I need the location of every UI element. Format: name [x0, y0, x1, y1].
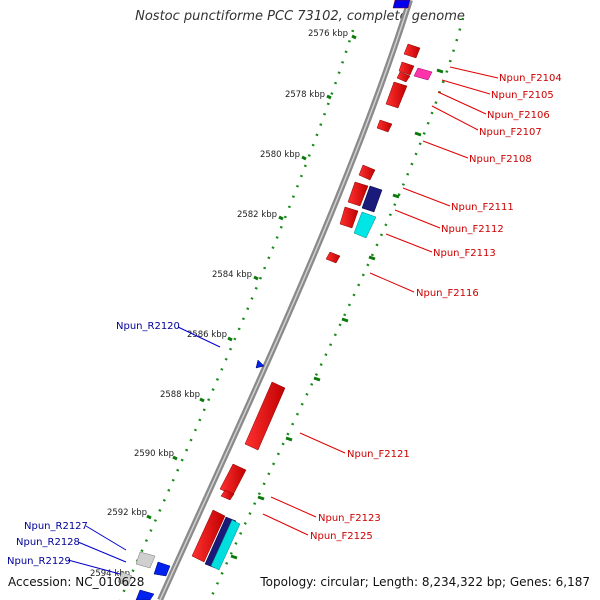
map-title: Nostoc punctiforme PCC 73102, complete g…: [135, 9, 465, 24]
kbp-label: 2586 kbp: [187, 330, 227, 340]
leader-line: [402, 187, 451, 207]
gene-label-forward: Npun_F2125: [310, 531, 373, 542]
gene-label-reverse: Npun_R2127: [24, 521, 88, 532]
leader-line: [177, 326, 221, 348]
forward-gene: [219, 463, 247, 496]
leader-line: [422, 140, 469, 159]
reverse-gene: [255, 359, 265, 369]
reverse-gene: [153, 561, 171, 577]
major-tick: [392, 193, 400, 199]
inner-scale-ring: [118, 29, 355, 600]
leader-line: [385, 233, 433, 253]
major-tick: [257, 495, 265, 501]
major-tick: [227, 336, 233, 342]
major-tick: [172, 455, 178, 461]
forward-gene: [376, 119, 393, 133]
gene-label-reverse: Npun_R2129: [7, 556, 71, 567]
major-tick: [326, 94, 332, 100]
major-tick: [368, 255, 376, 261]
major-tick: [253, 275, 259, 281]
gene-label-forward: Npun_F2111: [451, 202, 514, 213]
forward-gene: [392, 0, 411, 9]
forward-gene-navy: [361, 185, 383, 213]
gene-label-forward: Npun_F2106: [487, 110, 550, 121]
gene-label-forward: Npun_F2112: [441, 224, 504, 235]
gene-label-forward: Npun_F2113: [433, 248, 496, 259]
major-tick: [199, 397, 205, 403]
outer-scale-ring: [208, 17, 465, 600]
forward-gene: [398, 61, 415, 76]
forward-gene: [339, 206, 359, 229]
leader-line: [431, 105, 479, 131]
kbp-label: 2580 kbp: [260, 150, 300, 160]
forward-gene-cyan: [210, 519, 241, 571]
forward-gene: [385, 81, 408, 109]
gene-label-reverse: Npun_R2128: [16, 537, 80, 548]
forward-gene: [191, 509, 226, 563]
major-tick: [285, 436, 293, 442]
gene-label-forward: Npun_F2121: [347, 449, 410, 460]
forward-gene-pink: [413, 67, 433, 81]
leader-line: [437, 91, 487, 115]
leader-line: [67, 559, 121, 575]
leader-line: [441, 79, 491, 95]
accession-text: Accession: NC_010628: [8, 575, 145, 589]
forward-gene: [347, 181, 369, 207]
major-tick: [341, 317, 349, 323]
forward-gene: [396, 71, 411, 83]
gene-label-forward: Npun_F2104: [499, 73, 562, 84]
kbp-label: 2578 kbp: [285, 90, 325, 100]
kbp-label: 2594 kbp: [90, 569, 130, 579]
kbp-label: 2582 kbp: [237, 210, 277, 220]
major-tick: [278, 215, 284, 221]
gene-label-forward: Npun_F2108: [469, 154, 532, 165]
leader-line: [449, 66, 499, 79]
major-tick: [436, 68, 444, 74]
forward-gene: [325, 251, 341, 264]
gene-label-forward: Npun_F2105: [491, 90, 554, 101]
major-tick: [301, 155, 307, 161]
kbp-label: 2588 kbp: [160, 390, 200, 400]
leader-line: [85, 525, 127, 551]
gene-label-reverse: Npun_R2120: [116, 321, 180, 332]
kbp-label: 2576 kbp: [308, 29, 348, 39]
major-tick: [146, 514, 152, 520]
leader-line: [369, 272, 415, 293]
forward-gene: [358, 164, 376, 181]
major-tick: [313, 376, 321, 382]
major-tick: [230, 554, 238, 560]
forward-gene: [244, 381, 286, 451]
gene-label-forward: Npun_F2123: [318, 513, 381, 524]
leader-line: [77, 541, 127, 563]
forward-gene: [220, 489, 235, 501]
reverse-gene: [135, 589, 155, 600]
forward-gene: [403, 43, 421, 59]
kbp-label: 2584 kbp: [212, 270, 252, 280]
leader-line: [394, 209, 441, 229]
kbp-label: 2590 kbp: [134, 449, 174, 459]
gene-label-forward: Npun_F2107: [479, 127, 542, 138]
major-tick: [351, 34, 357, 40]
leader-line: [299, 432, 346, 454]
gene-label-forward: Npun_F2116: [416, 288, 479, 299]
kbp-label: 2592 kbp: [107, 508, 147, 518]
leader-line: [262, 513, 309, 536]
reverse-gene-gray: [135, 551, 156, 569]
leader-line: [270, 496, 317, 518]
reverse-gene-gray: [117, 571, 133, 587]
topology-text: Topology: circular; Length: 8,234,322 bp…: [260, 575, 590, 589]
forward-gene-cyan: [353, 211, 377, 239]
major-tick: [414, 131, 422, 137]
